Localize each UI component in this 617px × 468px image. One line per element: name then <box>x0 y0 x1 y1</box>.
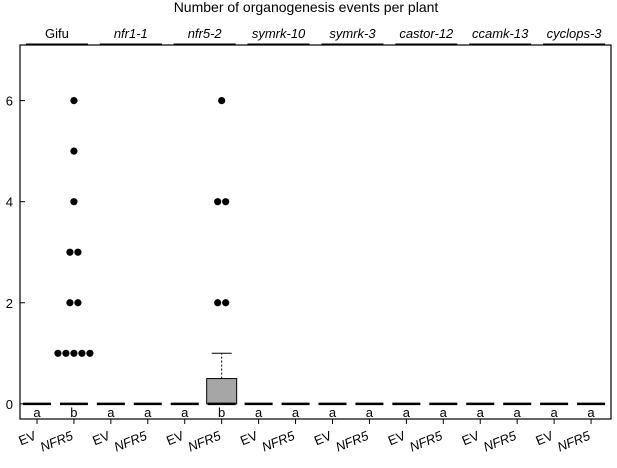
plot-frame <box>19 44 612 420</box>
letter-ccamk-13-ev: a <box>477 405 485 420</box>
genotype-label-nfr1-1: nfr1-1 <box>114 26 148 41</box>
data-point-gifu-nfr5 <box>70 96 78 105</box>
data-point-gifu-nfr5 <box>86 349 94 357</box>
letter-symrk-10-nfr5: a <box>292 405 300 420</box>
outlier-points <box>54 96 230 357</box>
letter-symrk-3-nfr5: a <box>366 405 374 420</box>
data-point-gifu-nfr5 <box>74 248 82 256</box>
data-point-gifu-nfr5 <box>70 349 78 357</box>
x-tick-label-nfr5: NFR5 <box>555 428 593 455</box>
y-tick-label: 6 <box>6 94 13 109</box>
y-tick-label: 0 <box>6 397 13 412</box>
x-tick-label-ev: EV <box>16 428 38 449</box>
x-tick-label-ev: EV <box>312 428 334 449</box>
data-point-nfr5-2-nfr5 <box>218 96 226 105</box>
genotype-label-ccamk-13: ccamk-13 <box>472 26 529 41</box>
box-series <box>22 352 606 406</box>
data-point-gifu-nfr5 <box>78 349 86 357</box>
letter-nfr5-2-ev: a <box>181 405 189 420</box>
x-tick-label-ev: EV <box>164 428 186 449</box>
genotype-label-cyclops-3: cyclops-3 <box>547 26 603 41</box>
letter-cyclops-3-ev: a <box>550 405 558 420</box>
y-axis: 0 2 4 6 <box>6 94 25 412</box>
data-point-gifu-nfr5 <box>70 198 78 206</box>
letter-nfr1-1-ev: a <box>107 405 115 420</box>
x-tick-label-ev: EV <box>90 428 112 449</box>
x-tick-label-ev: EV <box>460 428 482 449</box>
genotype-label-symrk-10: symrk-10 <box>252 26 306 41</box>
x-tick-label-ev: EV <box>386 428 408 449</box>
letter-gifu-nfr5: b <box>70 405 77 420</box>
x-tick-label-nfr5: NFR5 <box>407 428 445 455</box>
chart-title: Number of organogenesis events per plant <box>174 0 439 15</box>
x-tick-label-ev: EV <box>238 428 260 449</box>
data-point-gifu-nfr5 <box>66 299 74 307</box>
letter-cyclops-3-nfr5: a <box>587 405 595 420</box>
genotype-headers: Gifu nfr1-1 nfr5-2 symrk-10 symrk-3 castor-12… <box>25 26 606 45</box>
y-tick-label: 4 <box>6 195 13 210</box>
genotype-label-nfr5-2: nfr5-2 <box>188 26 223 41</box>
genotype-label-castor-12: castor-12 <box>399 26 454 41</box>
data-point-nfr5-2-nfr5 <box>222 299 230 307</box>
data-point-nfr5-2-nfr5 <box>214 198 222 206</box>
x-axis: EV NFR5 EV NFR5 EV NFR5 EV NFR5 EV NFR5 EV NFR5 EV NF… <box>16 419 593 455</box>
box-nfr5-2-nfr5 <box>206 378 238 405</box>
letter-gifu-ev: a <box>33 405 41 420</box>
y-tick-label: 2 <box>6 296 13 311</box>
data-point-nfr5-2-nfr5 <box>222 198 230 206</box>
data-point-gifu-nfr5 <box>66 248 74 256</box>
x-tick-label-nfr5: NFR5 <box>112 428 150 455</box>
letter-nfr1-1-nfr5: a <box>144 405 152 420</box>
data-point-gifu-nfr5 <box>62 349 70 357</box>
x-tick-label-nfr5: NFR5 <box>38 428 76 455</box>
x-tick-label-ev: EV <box>534 428 556 449</box>
letter-symrk-3-ev: a <box>329 405 337 420</box>
data-point-gifu-nfr5 <box>70 147 78 155</box>
x-tick-label-nfr5: NFR5 <box>481 428 519 455</box>
x-tick-label-nfr5: NFR5 <box>186 428 224 455</box>
letter-castor-12-nfr5: a <box>440 405 448 420</box>
letter-symrk-10-ev: a <box>255 405 263 420</box>
letter-nfr5-2-nfr5: b <box>218 405 225 420</box>
letter-ccamk-13-nfr5: a <box>514 405 522 420</box>
data-point-gifu-nfr5 <box>54 349 62 357</box>
genotype-label-symrk-3: symrk-3 <box>329 26 376 41</box>
x-tick-label-nfr5: NFR5 <box>333 428 371 455</box>
genotype-label-gifu: Gifu <box>45 26 69 41</box>
x-tick-label-nfr5: NFR5 <box>260 428 298 455</box>
data-point-nfr5-2-nfr5 <box>214 299 222 307</box>
letter-castor-12-ev: a <box>403 405 411 420</box>
data-point-gifu-nfr5 <box>74 299 82 307</box>
